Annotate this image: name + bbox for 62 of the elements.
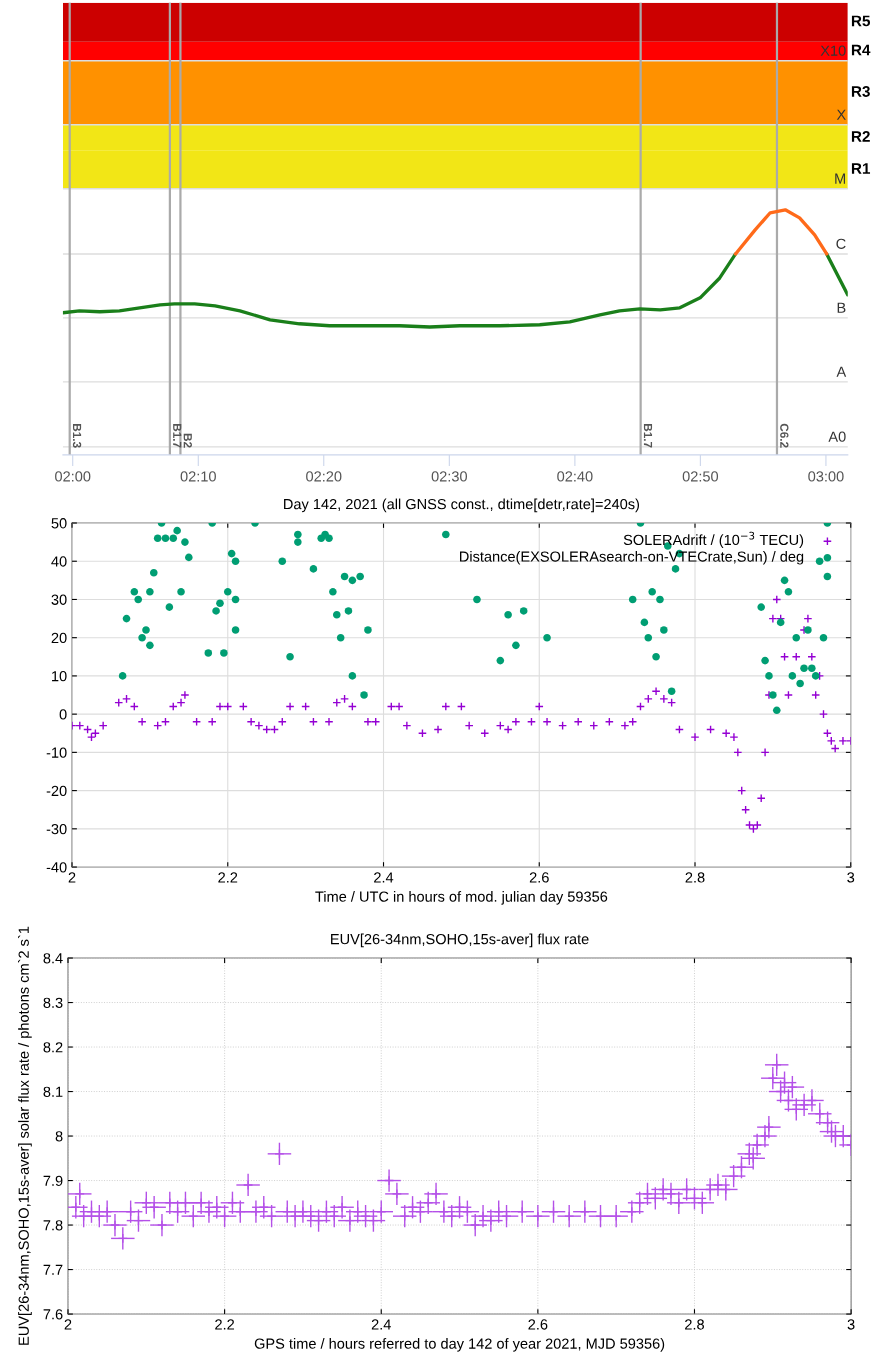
x-tick-label: 02:30	[431, 471, 468, 482]
y-tick-label: 7.8	[43, 1220, 63, 1231]
y-tick-label: 8.2	[43, 1042, 63, 1053]
x-tick-label: 02:20	[306, 471, 342, 482]
y-tick-label: 8	[55, 1131, 63, 1142]
ref-line-label: X	[836, 109, 846, 120]
legend-label: SOLERAdrift / (10$^{−3}$ TECU)	[623, 531, 804, 548]
y-tick-label: 0	[59, 709, 67, 720]
band-label: R4	[851, 44, 871, 56]
ref-line-label: B1.3	[72, 423, 82, 448]
y-tick-label: -20	[46, 785, 67, 797]
y-tick-label: -10	[46, 747, 67, 758]
y-tick-label: 20	[51, 632, 67, 644]
y-tick-label: 10	[52, 671, 67, 682]
y-tick-label: 8.3	[43, 997, 63, 1008]
y-tick-label: 30	[51, 594, 67, 605]
legend-label: Distance(EXSOLERAsearch-on-VTECrate,Sun) / deg	[460, 551, 804, 565]
x-axis-title: Time / UTC in hours of mod. julian day 59356	[315, 891, 608, 905]
x-tick-label: 2	[64, 1319, 72, 1330]
ref-line-label: A0	[828, 431, 846, 442]
y-tick-label: 7.9	[43, 1175, 63, 1186]
x-tick-label: 2.4	[371, 1319, 391, 1330]
y-tick-label: 8.1	[43, 1086, 63, 1097]
x-tick-label: 02:00	[55, 471, 91, 482]
y-tick-label: 7.7	[43, 1264, 63, 1275]
ref-line-label: C6.2	[780, 423, 789, 448]
x-tick-label: 2.8	[685, 1319, 704, 1330]
x-tick-label: 02:50	[682, 471, 719, 482]
x-tick-label: 2.8	[685, 872, 705, 883]
x-tick-label: 02:40	[557, 471, 593, 482]
x-tick-label: 2.2	[218, 872, 238, 883]
band-label: R3	[851, 86, 870, 97]
ref-line-label: M	[835, 173, 846, 184]
ref-line-label: C	[836, 238, 846, 249]
x-tick-label: 3	[847, 1319, 855, 1330]
band-label: R5	[851, 15, 871, 27]
x-tick-label: 2.4	[374, 872, 394, 883]
band-label: R2	[851, 131, 870, 142]
x-tick-label: 02:10	[180, 471, 216, 482]
x-tick-label: 2.6	[528, 1319, 548, 1330]
y-tick-label: -30	[46, 823, 67, 835]
x-tick-label: 2.2	[215, 1319, 235, 1330]
ref-line-label: B	[837, 302, 846, 313]
ref-line-label: X10	[820, 45, 846, 56]
y-tick-label: 8.4	[43, 953, 63, 964]
y-tick-label: 40	[51, 556, 67, 567]
x-tick-label: 03:00	[808, 471, 844, 482]
ref-line-label: A	[836, 366, 847, 377]
x-tick-label: 2	[68, 872, 76, 883]
ref-line-label: B1.7	[173, 423, 182, 448]
ref-line-label: B1.7	[643, 423, 653, 448]
y-tick-label: 50	[51, 518, 67, 529]
chart-title: Day 142, 2021 (all GNSS const., dtime[detr,rate]=240s)	[284, 498, 640, 513]
x-tick-label: 2.6	[529, 872, 549, 883]
ref-line-label: B2	[183, 433, 192, 448]
y-tick-label: 7.6	[43, 1309, 63, 1320]
x-axis-title: GPS time / hours referred to day 142 of year 2021, MJD 59356)	[254, 1338, 665, 1352]
chart-title: EUV[26-34nm,SOHO,15s-aver] flux rate	[331, 933, 589, 948]
y-tick-label: -40	[46, 862, 67, 873]
y-axis-title: EUV[26-34nm,SOHO,15s-aver] solar flux rate / photons cm`2 s`1	[17, 926, 32, 1345]
band-label: R1	[851, 163, 871, 174]
x-tick-label: 3	[847, 872, 855, 883]
